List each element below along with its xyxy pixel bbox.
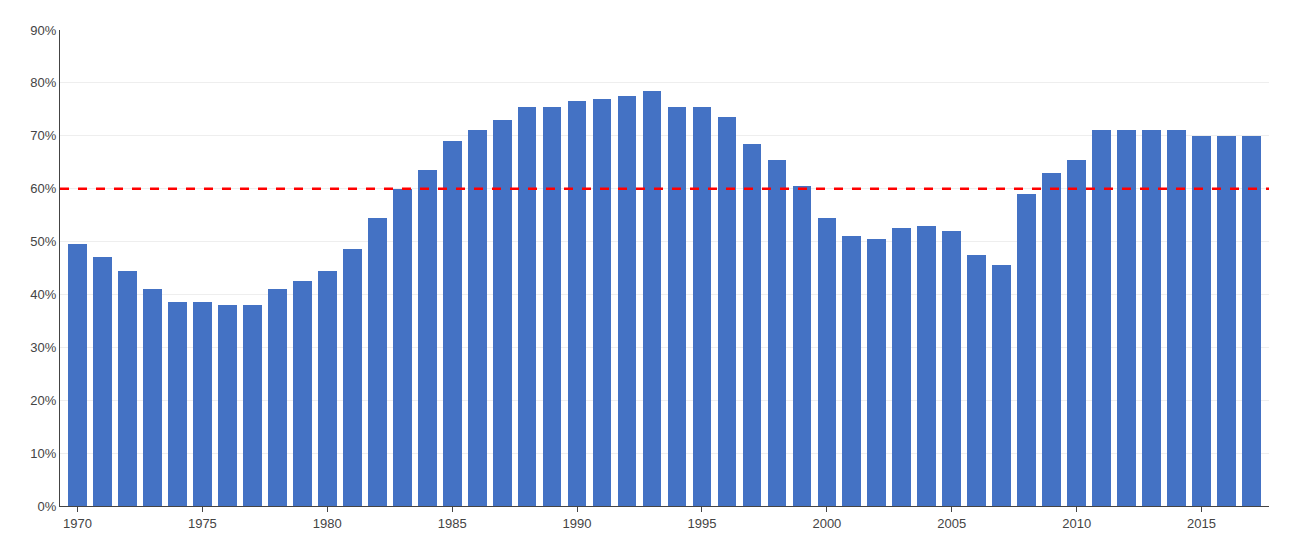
svg-text:1995: 1995 — [688, 516, 717, 531]
svg-text:0%: 0% — [38, 499, 57, 514]
svg-text:40%: 40% — [30, 287, 56, 302]
svg-text:30%: 30% — [30, 340, 56, 355]
svg-text:60%: 60% — [30, 181, 56, 196]
svg-text:2000: 2000 — [812, 516, 841, 531]
svg-text:20%: 20% — [30, 393, 56, 408]
svg-text:10%: 10% — [30, 446, 56, 461]
svg-text:2005: 2005 — [937, 516, 966, 531]
svg-text:50%: 50% — [30, 234, 56, 249]
svg-text:1990: 1990 — [563, 516, 592, 531]
svg-text:70%: 70% — [30, 128, 56, 143]
svg-text:2015: 2015 — [1187, 516, 1216, 531]
svg-text:1970: 1970 — [63, 516, 92, 531]
svg-text:90%: 90% — [30, 23, 56, 38]
svg-text:1980: 1980 — [313, 516, 342, 531]
svg-text:1985: 1985 — [438, 516, 467, 531]
svg-text:1975: 1975 — [188, 516, 217, 531]
svg-text:2010: 2010 — [1062, 516, 1091, 531]
svg-text:80%: 80% — [30, 75, 56, 90]
